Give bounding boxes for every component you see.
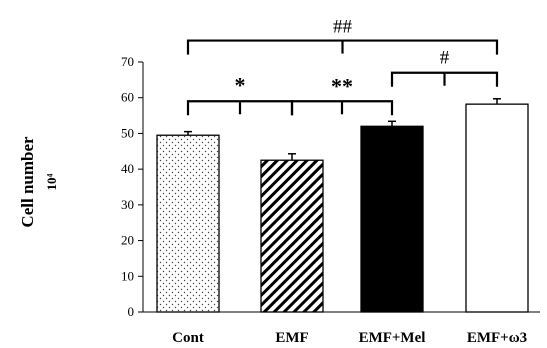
bar-3 [360, 125, 424, 313]
significance-label: # [440, 48, 450, 69]
bar-1 [156, 134, 220, 313]
y-tick-label: 60 [121, 90, 134, 105]
bar-2 [260, 159, 324, 313]
y-tick-label: 0 [128, 304, 135, 319]
y-tick-label: 50 [121, 125, 134, 140]
y-axis-unit: 10⁴ [44, 173, 59, 190]
y-tick-label: 20 [121, 233, 134, 248]
y-axis-title: Cell number 10⁴ [18, 136, 59, 228]
x-category-label: EMF+Mel [359, 330, 426, 346]
error-bars [184, 98, 501, 161]
y-tick-label: 40 [121, 161, 134, 176]
x-category-label: Cont [172, 330, 204, 346]
significance-label: ## [333, 17, 353, 38]
significance-label: ** [331, 73, 353, 98]
significance-brackets: * **### [186, 17, 499, 116]
x-category-label: EMF+ω3 [467, 330, 527, 346]
x-category-label: EMF [275, 330, 308, 346]
y-axis-label: Cell number [18, 136, 37, 228]
bar-4 [465, 103, 529, 313]
category-labels: Cont EMF EMF+Mel EMF+ω3 [172, 330, 527, 346]
significance-label: * [235, 72, 246, 97]
y-tick-label: 70 [121, 54, 134, 69]
bars [156, 103, 529, 313]
significance-bracket [186, 39, 499, 55]
y-tick-label: 30 [121, 197, 134, 212]
y-tick-label: 10 [121, 268, 134, 283]
